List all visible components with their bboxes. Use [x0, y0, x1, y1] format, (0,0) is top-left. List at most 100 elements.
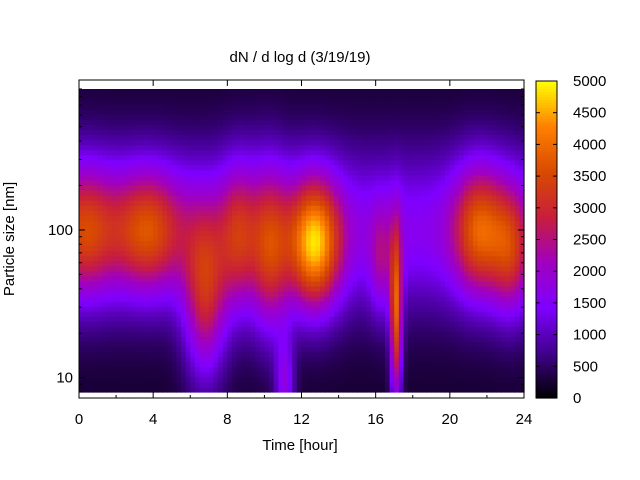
heatmap-cell: [357, 291, 363, 297]
heatmap-cell: [236, 376, 242, 383]
heatmap-cell: [222, 184, 228, 191]
heatmap-cell: [176, 89, 182, 95]
heatmap-cell: [180, 225, 187, 231]
heatmap-cell: [440, 346, 446, 353]
heatmap-cell: [398, 326, 405, 332]
heatmap-cell: [222, 255, 228, 262]
heatmap-cell: [162, 99, 168, 105]
heatmap-cell: [278, 255, 284, 262]
heatmap-cell: [97, 99, 103, 105]
heatmap-cell: [357, 275, 363, 282]
heatmap-cell: [153, 235, 159, 242]
heatmap-cell: [306, 351, 312, 358]
heatmap-cell: [157, 124, 164, 130]
heatmap-cell: [338, 205, 344, 211]
heatmap-cell: [384, 235, 391, 242]
heatmap-cell: [417, 169, 423, 176]
heatmap-cell: [83, 149, 89, 156]
heatmap-cell: [333, 371, 340, 378]
heatmap-cell: [194, 139, 201, 146]
heatmap-cell: [389, 270, 395, 277]
heatmap-cell: [366, 190, 372, 196]
heatmap-cell: [167, 285, 173, 292]
heatmap-cell: [412, 179, 418, 186]
heatmap-cell: [343, 195, 349, 201]
heatmap-cell: [143, 321, 150, 327]
heatmap-cell: [162, 225, 168, 231]
heatmap-cell: [255, 331, 261, 338]
heatmap-cell: [384, 215, 391, 221]
heatmap-cell: [357, 220, 363, 226]
heatmap-cell: [222, 134, 228, 141]
heatmap-cell: [222, 190, 228, 196]
heatmap-cell: [204, 200, 210, 206]
heatmap-cell: [408, 179, 414, 186]
heatmap-cell: [218, 129, 224, 136]
heatmap-cell: [194, 361, 201, 368]
heatmap-cell: [361, 89, 367, 95]
heatmap-cell: [222, 311, 228, 317]
heatmap-cell: [241, 280, 247, 287]
heatmap-cell: [408, 210, 414, 216]
heatmap-cell: [208, 190, 215, 196]
heatmap-cell: [204, 296, 210, 302]
heatmap-cell: [185, 381, 191, 388]
heatmap-cell: [435, 114, 442, 120]
heatmap-cell: [366, 109, 372, 115]
heatmap-cell: [324, 306, 330, 312]
heatmap-cell: [129, 144, 136, 151]
heatmap-cell: [148, 159, 154, 166]
heatmap-cell: [347, 270, 354, 277]
heatmap-cell: [199, 346, 205, 353]
heatmap-cell: [125, 159, 131, 166]
heatmap-cell: [241, 169, 247, 176]
heatmap-cell: [213, 184, 219, 191]
heatmap-cell: [79, 280, 85, 287]
heatmap-cell: [102, 260, 108, 267]
heatmap-cell: [227, 376, 233, 383]
heatmap-cell: [153, 250, 159, 257]
heatmap-cell: [222, 149, 228, 156]
heatmap-cell: [143, 306, 150, 312]
heatmap-cell: [120, 316, 126, 322]
heatmap-cell: [287, 275, 293, 282]
heatmap-cell: [278, 291, 284, 297]
heatmap-cell: [375, 99, 381, 105]
heatmap-cell: [338, 250, 344, 257]
heatmap-cell: [102, 149, 108, 156]
heatmap-cell: [445, 240, 451, 247]
heatmap-cell: [148, 119, 154, 125]
heatmap-cell: [269, 235, 275, 242]
heatmap-cell: [180, 215, 187, 221]
heatmap-cell: [426, 215, 432, 221]
heatmap-cell: [83, 346, 89, 353]
heatmap-cell: [199, 129, 205, 136]
heatmap-cell: [125, 270, 131, 277]
heatmap-cell: [116, 336, 122, 343]
heatmap-cell: [153, 291, 159, 297]
heatmap-cell: [125, 210, 131, 216]
heatmap-cell: [449, 255, 456, 262]
heatmap-cell: [218, 215, 224, 221]
heatmap-cell: [361, 386, 367, 393]
heatmap-cell: [394, 99, 400, 105]
heatmap-cell: [208, 270, 215, 277]
heatmap-cell: [83, 124, 89, 130]
heatmap-cell: [296, 139, 303, 146]
heatmap-cell: [384, 124, 391, 130]
heatmap-cell: [287, 174, 293, 181]
heatmap-cell: [292, 336, 298, 343]
heatmap-cell: [167, 225, 173, 231]
heatmap-cell: [361, 240, 367, 247]
heatmap-cell: [134, 386, 140, 393]
heatmap-cell: [449, 250, 456, 257]
heatmap-cell: [222, 336, 228, 343]
heatmap-cell: [139, 215, 145, 221]
heatmap-cell: [338, 361, 344, 368]
heatmap-cell: [139, 184, 145, 191]
heatmap-cell: [333, 386, 340, 393]
heatmap-cell: [162, 285, 168, 292]
heatmap-cell: [282, 94, 289, 100]
heatmap-cell: [199, 134, 205, 141]
heatmap-cell: [338, 381, 344, 388]
